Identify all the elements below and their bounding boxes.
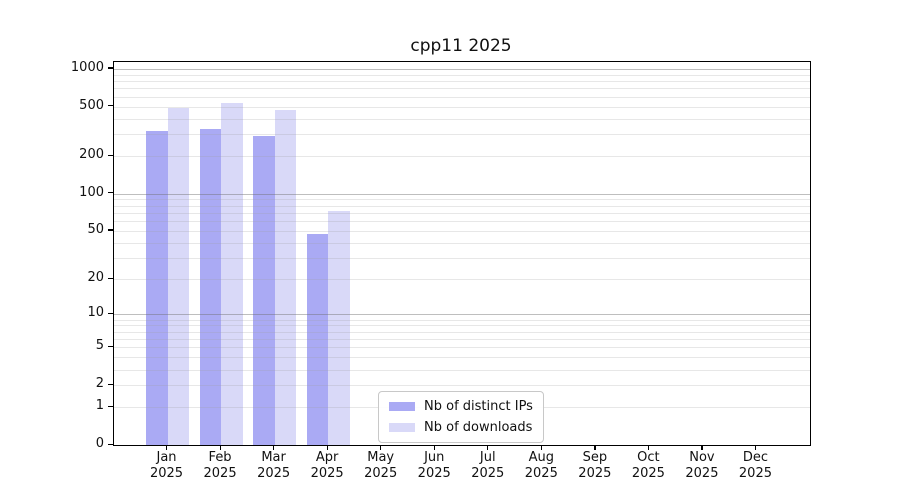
- y-tick-label: 200: [79, 147, 104, 163]
- gridline-minor: [114, 106, 810, 108]
- gridline-minor: [114, 118, 810, 120]
- y-tick-mark: [108, 154, 113, 156]
- bar-distinct-ips-feb: [199, 129, 222, 445]
- gridline-minor: [114, 279, 810, 281]
- y-tick-label: 100: [79, 184, 104, 200]
- gridline-minor: [114, 325, 810, 327]
- gridline-major: [114, 68, 810, 70]
- x-tick-mark: [380, 445, 382, 450]
- x-tick-label-aug: Aug 2025: [524, 450, 558, 481]
- x-tick-mark: [701, 445, 703, 450]
- x-tick-mark: [166, 445, 168, 450]
- gridline-minor: [114, 199, 810, 201]
- x-tick-label-dec: Dec 2025: [738, 450, 772, 481]
- x-tick-label-jun: Jun 2025: [417, 450, 451, 481]
- bar-downloads-feb: [221, 103, 243, 445]
- y-tick-mark: [108, 192, 113, 194]
- y-tick-mark: [108, 105, 113, 107]
- bar-distinct-ips-mar: [253, 136, 275, 445]
- y-tick-mark: [108, 443, 113, 445]
- gridline-minor: [114, 96, 810, 98]
- y-tick-mark: [108, 67, 113, 69]
- x-tick-mark: [219, 445, 221, 450]
- gridline-minor: [114, 156, 810, 158]
- x-tick-mark: [433, 445, 435, 450]
- y-tick-mark: [108, 405, 113, 407]
- legend-swatch-distinct-ips: [389, 402, 415, 411]
- x-tick-mark: [326, 445, 328, 450]
- y-tick-mark: [108, 229, 113, 231]
- chart-title: cpp11 2025: [410, 36, 512, 56]
- gridline-minor: [114, 331, 810, 333]
- gridline-minor: [114, 242, 810, 244]
- x-tick-label-nov: Nov 2025: [685, 450, 719, 481]
- y-tick-label: 20: [87, 270, 104, 286]
- gridline-minor: [114, 88, 810, 90]
- legend-swatch-downloads: [389, 423, 415, 432]
- x-tick-mark: [540, 445, 542, 450]
- x-tick-mark: [594, 445, 596, 450]
- gridline-minor: [114, 205, 810, 207]
- legend-item-distinct-ips: Nb of distinct IPs: [389, 399, 533, 414]
- y-tick-label: 5: [95, 338, 104, 354]
- gridline-minor: [114, 369, 810, 371]
- legend: Nb of distinct IPs Nb of downloads: [378, 391, 544, 443]
- gridline-minor: [114, 230, 810, 232]
- x-tick-mark: [487, 445, 489, 450]
- gridline-minor: [114, 339, 810, 341]
- y-tick-label: 1000: [70, 59, 104, 75]
- y-tick-mark: [108, 383, 113, 385]
- gridline-major: [114, 314, 810, 316]
- bar-downloads-apr: [328, 211, 350, 445]
- gridline-major: [114, 193, 810, 195]
- gridline-minor: [114, 81, 810, 83]
- y-tick-label: 10: [87, 305, 104, 321]
- gridline-minor: [114, 212, 810, 214]
- gridline-minor: [114, 357, 810, 359]
- gridline-minor: [114, 134, 810, 136]
- gridline-minor: [114, 347, 810, 349]
- x-tick-label-mar: Mar 2025: [257, 450, 291, 481]
- legend-item-downloads: Nb of downloads: [389, 420, 533, 435]
- x-tick-label-apr: Apr 2025: [310, 450, 344, 481]
- bar-downloads-mar: [274, 109, 297, 445]
- legend-label-distinct-ips: Nb of distinct IPs: [424, 399, 533, 414]
- y-tick-label: 500: [79, 97, 104, 113]
- x-tick-mark: [273, 445, 275, 450]
- gridline-minor: [114, 221, 810, 223]
- plot-area: [113, 61, 811, 446]
- x-tick-mark: [754, 445, 757, 450]
- y-tick-mark: [108, 312, 113, 315]
- bar-distinct-ips-apr: [306, 234, 329, 445]
- y-tick-mark: [108, 277, 113, 279]
- y-tick-label: 2: [95, 376, 104, 392]
- bar-downloads-jan: [167, 107, 190, 445]
- gridline-minor: [114, 74, 810, 76]
- y-tick-label: 1: [95, 398, 104, 414]
- x-tick-label-jul: Jul 2025: [471, 450, 505, 481]
- gridline-minor: [114, 258, 810, 260]
- gridline-minor: [114, 319, 810, 321]
- gridline-minor: [114, 385, 810, 387]
- x-tick-mark: [647, 445, 650, 450]
- y-tick-label: 50: [87, 221, 104, 237]
- y-tick-label: 0: [95, 436, 104, 451]
- legend-label-downloads: Nb of downloads: [424, 420, 533, 435]
- y-tick-mark: [108, 345, 113, 348]
- x-tick-label-jan: Jan 2025: [149, 450, 184, 481]
- x-tick-label-sep: Sep 2025: [578, 450, 612, 481]
- x-tick-label-feb: Feb 2025: [203, 450, 237, 481]
- bar-distinct-ips-jan: [146, 130, 168, 445]
- x-tick-label-may: May 2025: [364, 450, 398, 481]
- x-tick-label-oct: Oct 2025: [631, 450, 665, 481]
